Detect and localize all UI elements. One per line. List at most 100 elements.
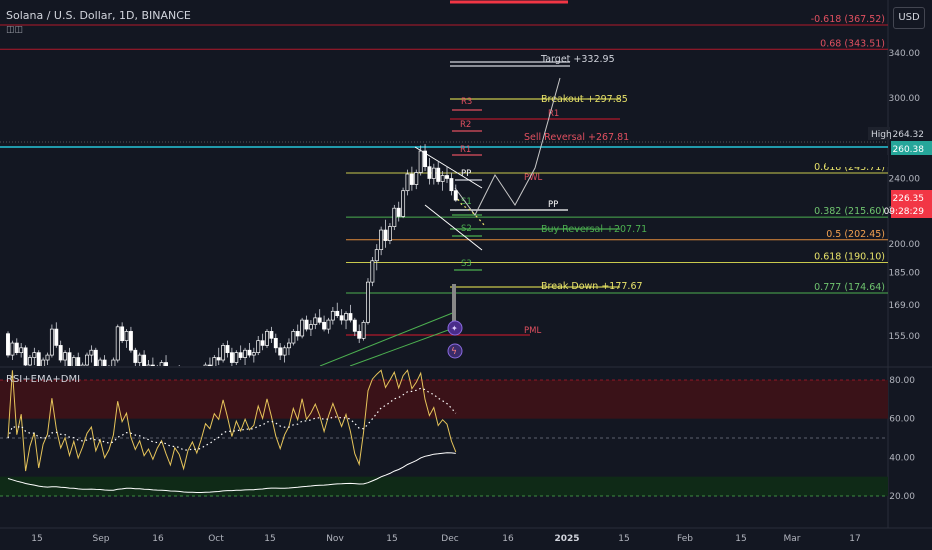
candle-body xyxy=(76,357,81,366)
pivot-label: PP xyxy=(548,200,558,210)
candle-body xyxy=(282,347,287,356)
candle-body xyxy=(352,319,357,332)
annotation-label: Sell Reversal +267.81 xyxy=(524,132,629,143)
high-label-badge xyxy=(868,127,890,140)
candle-body xyxy=(392,207,397,227)
candle-body xyxy=(335,310,340,317)
time-tick-label: 15 xyxy=(31,534,42,544)
candle-body xyxy=(379,229,384,250)
time-tick-label: 15 xyxy=(735,534,746,544)
high-label-text: High xyxy=(871,130,892,140)
candle-body xyxy=(357,331,362,339)
candle-body xyxy=(207,364,212,366)
candle-body xyxy=(54,328,59,346)
time-tick-label: Oct xyxy=(208,534,224,544)
last-price-text: 226.35 xyxy=(893,194,925,204)
candle-body xyxy=(256,340,261,353)
candle-body xyxy=(423,150,428,168)
candle-body xyxy=(234,352,239,363)
pivot-label: PWL xyxy=(524,173,543,183)
time-tick-label: 15 xyxy=(386,534,397,544)
symbol-title[interactable]: Solana / U.S. Dollar, 1D, BINANCE xyxy=(6,9,191,22)
candle-body xyxy=(63,352,68,361)
candle-body xyxy=(45,354,50,361)
price-tick-label: 155.00 xyxy=(889,332,921,342)
rsi-ema-line xyxy=(7,387,457,451)
candle-body xyxy=(361,321,366,339)
candle-body xyxy=(387,226,392,241)
price-tick-label: 340.00 xyxy=(889,49,921,59)
fib-level-label: 0.68 (343.51) xyxy=(820,38,885,49)
marker-bar xyxy=(452,284,456,329)
candle-body xyxy=(6,333,10,356)
pivot-label: S2 xyxy=(461,224,472,234)
time-tick-label: Nov xyxy=(326,534,344,544)
trend-line xyxy=(319,311,456,366)
annotation-label: Target +332.95 xyxy=(540,54,615,65)
high-value-text: 264.32 xyxy=(893,130,925,140)
candle-body xyxy=(409,173,414,185)
candle-body xyxy=(80,364,85,366)
pivot-label: S1 xyxy=(461,197,472,207)
annotation-label: Break Down +177.67 xyxy=(541,281,643,292)
candle-body xyxy=(150,364,155,366)
overbought-zone xyxy=(0,380,888,419)
price-tick-label: 169.00 xyxy=(889,301,921,311)
event-icon xyxy=(447,320,463,336)
candle-body xyxy=(89,349,94,356)
candle-body xyxy=(304,319,309,330)
candle-body xyxy=(36,352,41,366)
rsi-tick-label: 20.00 xyxy=(889,492,915,502)
candle-body xyxy=(58,345,63,361)
rsi-tick-label: 40.00 xyxy=(889,453,915,463)
star-icon: ✦ xyxy=(451,324,458,333)
fib-level-label: 0.382 (215.60) xyxy=(814,206,885,217)
candle-body xyxy=(221,345,226,361)
bolt-icon: ϟ xyxy=(451,347,457,357)
candle-body xyxy=(128,331,133,351)
candle-body xyxy=(313,317,318,325)
candle-body xyxy=(374,249,379,262)
pivot-label: R2 xyxy=(460,120,471,130)
candle-body xyxy=(449,178,454,192)
dmi-line xyxy=(7,452,456,493)
candle-body xyxy=(418,150,423,173)
candle-body xyxy=(216,357,221,361)
candle-body xyxy=(247,349,252,356)
candle-body xyxy=(339,315,344,321)
candle-body xyxy=(49,328,54,356)
indicator-title[interactable]: RSI+EMA+DMI xyxy=(6,374,81,385)
candle-body xyxy=(67,352,72,366)
candle-body xyxy=(159,362,164,366)
oversold-zone xyxy=(0,476,888,496)
candle-body xyxy=(85,354,89,366)
main-pane: -0.618 (367.52) 0.68 (343.51) 0.618 (243.7… xyxy=(0,0,888,366)
time-tick-label: 15 xyxy=(618,534,629,544)
fib-level-label: 0.618 (243.71) xyxy=(814,162,885,173)
currency-button[interactable]: USD xyxy=(893,7,925,29)
time-tick-label: 15 xyxy=(264,534,275,544)
candle-body xyxy=(445,175,449,179)
fib-level-label: 0.618 (190.10) xyxy=(814,251,885,262)
candle-body xyxy=(260,340,265,346)
pivot-label: PML xyxy=(524,326,541,336)
candle-body xyxy=(269,331,274,339)
time-tick-label: 16 xyxy=(152,534,164,544)
candle-body xyxy=(251,352,256,356)
time-tick-label: 16 xyxy=(502,534,514,544)
candle-body xyxy=(278,347,283,356)
time-tick-label: Mar xyxy=(784,534,801,544)
last-price-badge xyxy=(891,190,932,218)
pivot-label: R3 xyxy=(461,97,472,107)
candle-body xyxy=(98,359,103,366)
fib-level-label: 0.5 (202.45) xyxy=(826,229,885,240)
trend-line xyxy=(349,324,463,366)
pivot-label: PP xyxy=(461,169,471,179)
candle-body xyxy=(370,260,375,283)
indicator-toggle-icon[interactable]: ◫◫ xyxy=(6,25,24,35)
candle-body xyxy=(19,347,24,353)
candle-body xyxy=(344,313,348,321)
ema-dotted-path xyxy=(454,194,486,227)
